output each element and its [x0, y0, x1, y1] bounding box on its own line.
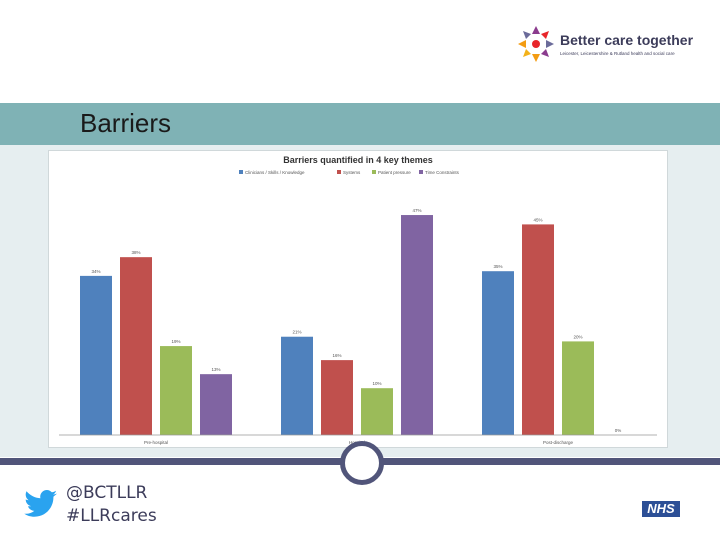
legend-swatch [372, 170, 376, 174]
bar [200, 374, 232, 435]
bar [361, 388, 393, 435]
bar [482, 271, 514, 435]
brand-tagline: Leicester, Leicestershire & Rutland heal… [560, 51, 675, 56]
bar [160, 346, 192, 435]
hashtag[interactable]: #LLRcares [66, 506, 157, 526]
bar [120, 257, 152, 435]
better-care-together-logo: Better care together Leicester, Leiceste… [514, 22, 694, 66]
twitter-icon[interactable] [24, 490, 58, 518]
data-label: 34% [91, 269, 100, 274]
bar [522, 224, 554, 435]
bar [401, 215, 433, 435]
chart-frame: Barriers quantified in 4 key themes Clin… [48, 150, 668, 448]
data-label: 35% [493, 264, 502, 269]
bar [562, 341, 594, 435]
data-label: 47% [412, 208, 421, 213]
bar-group: 34% 38% 19% 13% 21% 16% 10% 47% 35% 45% 20% 0% [80, 208, 621, 435]
bar [281, 336, 313, 435]
chart-legend: Clinicians / Skills / Knowledge Systems Pa… [239, 170, 460, 175]
nhs-logo: NHS [642, 501, 680, 517]
footer-circle [340, 441, 384, 485]
bar [80, 275, 112, 435]
data-label: 13% [211, 367, 220, 372]
data-label: 45% [533, 217, 542, 222]
data-label: 38% [131, 250, 140, 255]
brand-name: Better care together [560, 32, 694, 48]
twitter-handle[interactable]: @BCTLLR [66, 483, 148, 503]
x-tick-label: Pre-hospital [144, 440, 168, 445]
legend-swatch [337, 170, 341, 174]
data-label: 0% [615, 428, 622, 433]
legend-label: Patient pressure [378, 170, 411, 175]
bar [321, 360, 353, 435]
title-band [0, 103, 720, 145]
data-label: 19% [171, 339, 180, 344]
legend-label: Systems [343, 170, 361, 175]
legend-label: Clinicians / Skills / Knowledge [245, 170, 305, 175]
data-label: 16% [332, 353, 341, 358]
x-tick-label: Post-discharge [543, 440, 574, 445]
flower-logo-icon [518, 26, 554, 62]
data-label: 20% [573, 334, 582, 339]
chart-title: Barriers quantified in 4 key themes [283, 155, 433, 165]
bar-chart: Barriers quantified in 4 key themes Clin… [59, 155, 657, 445]
legend-swatch [239, 170, 243, 174]
slide-title: Barriers [80, 108, 172, 138]
data-label: 21% [292, 330, 301, 335]
data-label: 10% [372, 381, 381, 386]
legend-swatch [419, 170, 423, 174]
legend-label: Time Constraints [425, 170, 460, 175]
